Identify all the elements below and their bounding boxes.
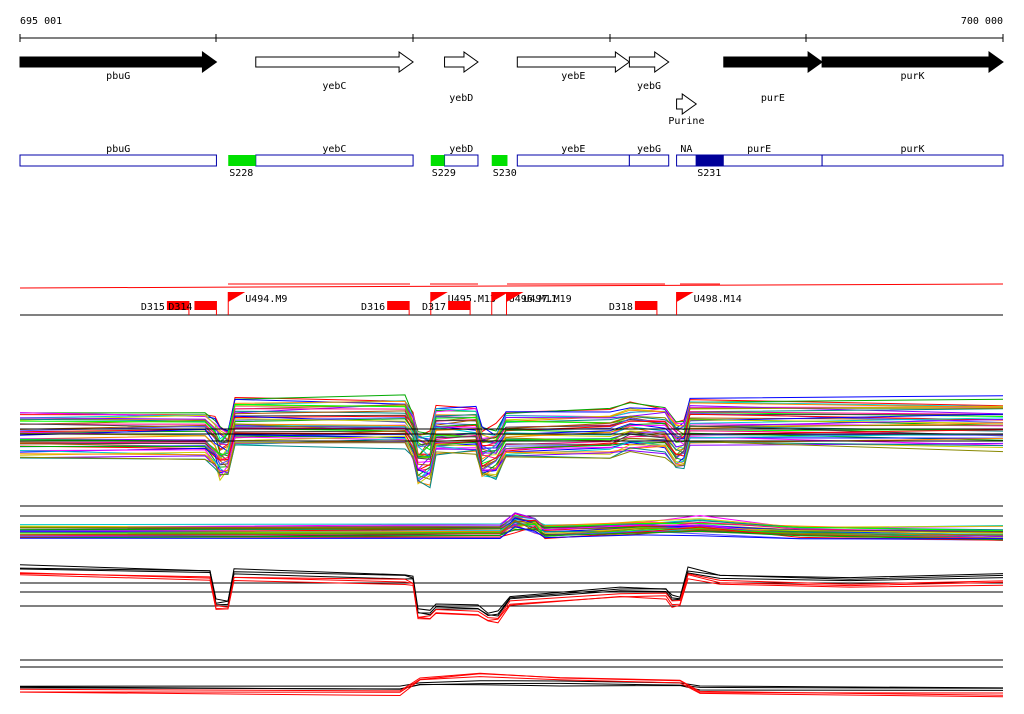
- segment-feature-label: S230: [493, 168, 517, 179]
- gene-label: pbuG: [106, 71, 130, 82]
- down-block: [166, 301, 189, 310]
- segment-box: [676, 154, 697, 167]
- segment-label: yebG: [637, 144, 661, 155]
- gene-arrow: [255, 51, 414, 73]
- gene-label: purE: [761, 93, 785, 104]
- gene-label: yebG: [637, 81, 661, 92]
- expression-line: [19, 432, 1004, 477]
- segment-box: [628, 154, 670, 167]
- segment-label: yebC: [322, 144, 346, 155]
- expression-line: [19, 528, 1004, 541]
- down-block: [194, 301, 217, 310]
- segment-box: [255, 154, 414, 167]
- segment-box: [444, 154, 479, 167]
- gene-arrow: [676, 93, 698, 115]
- segment-label: NA: [680, 144, 692, 155]
- gene-arrow: [19, 51, 218, 73]
- expression-line: [19, 680, 1004, 689]
- down-block: [387, 301, 410, 310]
- segment-feature: [696, 155, 724, 166]
- expression-line: [19, 673, 1004, 696]
- segment-box: [821, 154, 1004, 167]
- up-flag: [430, 292, 448, 302]
- up-flag: [676, 292, 694, 302]
- segment-feature: [228, 155, 256, 166]
- up-flag: [228, 292, 246, 302]
- ruler-start-label: 695 001: [20, 16, 62, 27]
- segment-box: [19, 154, 217, 167]
- expression-line: [19, 521, 1004, 535]
- expression-line: [19, 440, 1004, 480]
- down-label: D318: [609, 302, 633, 313]
- gene-arrow: [821, 51, 1004, 73]
- segment-track: pbuG yebC yebD yebE yebG NA purE purK S228 S229 S2…: [19, 144, 1004, 179]
- segment-label: yebD: [449, 144, 473, 155]
- reg-threshold-line: [19, 283, 1004, 289]
- expression-line: [19, 676, 1004, 698]
- up-label: U496.M11: [509, 294, 557, 305]
- expression-line: [19, 394, 1004, 435]
- segment-feature: [430, 155, 445, 166]
- segment-box: [516, 154, 630, 167]
- up-flag: [491, 292, 509, 302]
- expression-line: [19, 519, 1004, 536]
- gene-arrow: [444, 51, 479, 73]
- segment-label: yebE: [561, 144, 585, 155]
- segment-feature-label: S229: [432, 168, 456, 179]
- gene-track: pbuG yebC yebD yebE yebG Purine purE purK: [19, 51, 1004, 127]
- expression-line: [19, 528, 1004, 541]
- up-label: U494.M9: [245, 294, 287, 305]
- gene-label: yebE: [561, 71, 585, 82]
- down-block: [634, 301, 657, 310]
- coordinate-ruler: 695 001 700 000: [19, 16, 1004, 42]
- down-label: D316: [361, 302, 385, 313]
- ruler-end-label: 700 000: [961, 16, 1003, 27]
- gene-label: yebD: [449, 93, 473, 104]
- up-label: U498.M14: [694, 294, 742, 305]
- segment-label: purK: [900, 144, 924, 155]
- gene-label: Purine: [668, 116, 704, 127]
- down-label: D314: [168, 302, 192, 313]
- expression-line: [19, 526, 1004, 540]
- down-block: [448, 301, 471, 310]
- expression-line: [19, 412, 1004, 455]
- gene-arrow: [723, 51, 823, 73]
- expression-line: [19, 429, 1004, 471]
- expression-line: [19, 404, 1004, 447]
- expression-line: [19, 574, 1004, 624]
- segment-label: pbuG: [106, 144, 130, 155]
- down-label: D317: [422, 302, 446, 313]
- segment-feature: [491, 155, 508, 166]
- segment-label: purE: [747, 144, 771, 155]
- gene-label: yebC: [322, 81, 346, 92]
- segment-feature-label: S231: [697, 168, 721, 179]
- gene-arrow: [516, 51, 631, 73]
- up-label: U497.M19: [523, 294, 571, 305]
- down-label: D315: [141, 302, 165, 313]
- gene-label: purK: [900, 71, 924, 82]
- up-label: U495.M13: [448, 294, 496, 305]
- segment-feature-label: S228: [229, 168, 253, 179]
- expression-tracks: [19, 394, 1004, 698]
- up-flag: [506, 292, 524, 302]
- gene-arrow: [628, 51, 670, 73]
